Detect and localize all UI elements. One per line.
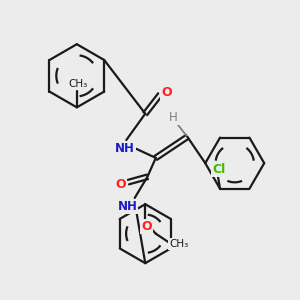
Text: O: O bbox=[141, 220, 152, 233]
Text: CH₃: CH₃ bbox=[169, 239, 189, 249]
Text: NH: NH bbox=[117, 200, 137, 213]
Text: H: H bbox=[169, 111, 178, 124]
Text: Cl: Cl bbox=[212, 163, 226, 176]
Text: NH: NH bbox=[115, 142, 135, 155]
Text: CH₃: CH₃ bbox=[68, 79, 88, 89]
Text: O: O bbox=[161, 86, 172, 99]
Text: O: O bbox=[116, 178, 126, 191]
